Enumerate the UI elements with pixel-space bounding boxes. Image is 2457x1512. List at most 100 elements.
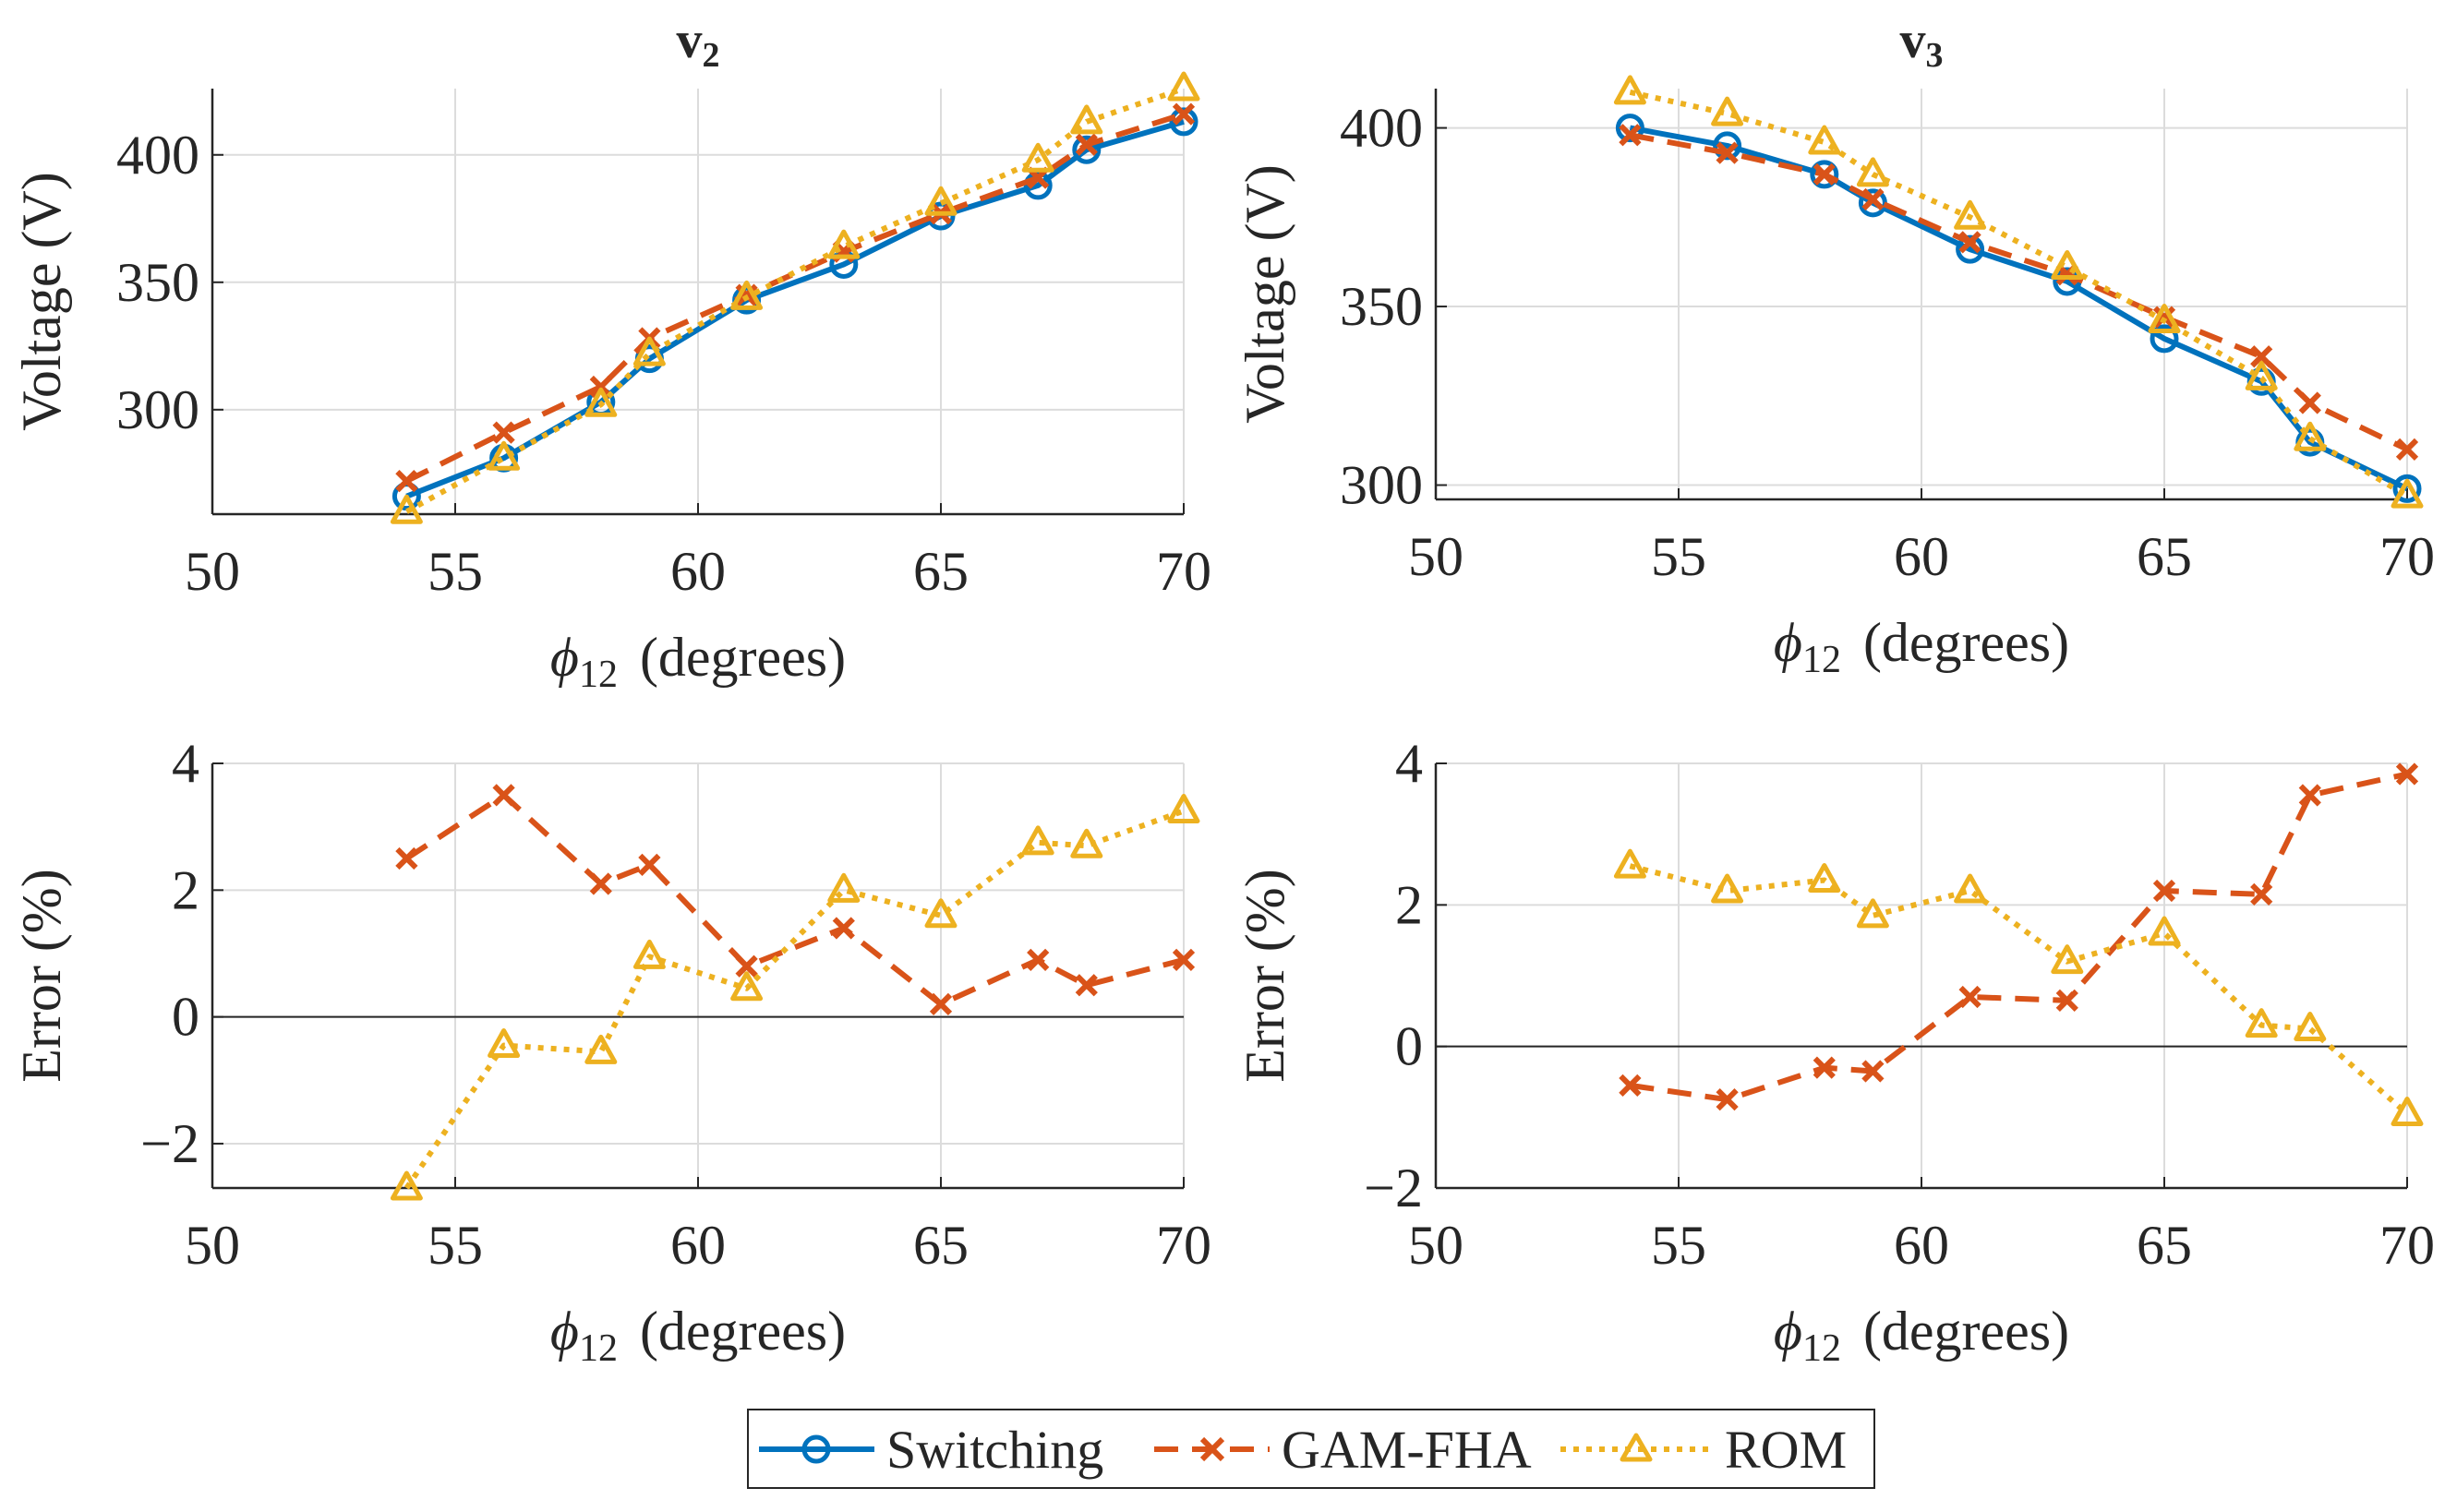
data-point-gam-fha xyxy=(1075,974,1098,997)
series-line-rom xyxy=(403,808,1186,1190)
x-tick-label: 70 xyxy=(2379,526,2435,587)
y-tick-label: 400 xyxy=(1340,98,1423,159)
x-axis-label-symbol: ϕ xyxy=(1774,1301,1802,1362)
data-point-gam-fha xyxy=(395,469,418,493)
data-point-switching xyxy=(1072,135,1102,164)
x-axis-label-symbol: ϕ xyxy=(550,627,579,688)
series-rom xyxy=(1613,75,2424,509)
chart-title: v2 xyxy=(677,12,720,75)
data-point-rom xyxy=(827,229,861,259)
x-axis-label-text: (degrees) xyxy=(640,1301,846,1362)
data-point-gam-fha xyxy=(1619,124,1642,147)
x-axis-label: ϕ12 (degrees) xyxy=(550,1301,846,1370)
series-gam-fha xyxy=(1619,762,2419,1111)
data-point-gam-fha xyxy=(832,917,855,940)
data-point-gam-fha xyxy=(2250,345,2273,368)
data-point-gam-fha xyxy=(1861,187,1885,211)
series-line-rom xyxy=(1629,89,2409,498)
x-axis-label: ϕ12 (degrees) xyxy=(550,627,846,696)
data-point-rom xyxy=(1954,199,1987,230)
data-point-rom xyxy=(632,336,666,366)
series-rom xyxy=(390,793,1200,1201)
data-point-gam-fha xyxy=(929,992,953,1016)
y-axis-label: Voltage (V) xyxy=(1235,164,1295,424)
data-point-rom xyxy=(1808,125,1841,155)
data-point-gam-fha xyxy=(1958,985,1981,1009)
data-point-rom xyxy=(1167,793,1200,823)
legend-entry-switching: Switching xyxy=(759,1420,1103,1480)
data-point-rom xyxy=(390,494,423,524)
data-point-rom xyxy=(924,898,958,929)
data-point-rom xyxy=(2294,421,2327,451)
data-point-rom xyxy=(1613,848,1646,879)
series-line-rom xyxy=(1629,863,2409,1116)
y-tick-label: 350 xyxy=(116,252,199,313)
series-line-gam-fha xyxy=(404,792,1185,1007)
series-line-gam-fha xyxy=(1629,771,2408,1103)
series-rom xyxy=(390,71,1200,524)
data-point-gam-fha xyxy=(2152,306,2176,329)
x-tick-label: 65 xyxy=(2137,1215,2192,1276)
x-tick-label: 60 xyxy=(670,1215,726,1276)
series-gam-fha xyxy=(395,784,1196,1016)
x-tick-label: 70 xyxy=(1156,1215,1211,1276)
data-point-gam-fha xyxy=(2298,391,2321,414)
data-point-rom xyxy=(1856,898,1889,929)
chart-title-subscript: 2 xyxy=(703,36,720,75)
data-point-gam-fha xyxy=(1813,1056,1836,1079)
legend-marker-rom xyxy=(1620,1433,1653,1462)
data-point-gam-fha xyxy=(1813,162,1836,186)
plot-v2-error: 50 55 60 65 70 −2 0 2 4 Error (%) ϕ12 (degrees) xyxy=(11,733,1211,1370)
x-tick-label: 65 xyxy=(2137,526,2192,587)
chart-title-subscript: 3 xyxy=(1926,36,1944,75)
data-point-rom xyxy=(2148,916,2181,946)
x-tick-label: 55 xyxy=(1651,1215,1706,1276)
x-tick-label: 50 xyxy=(1408,1215,1463,1276)
data-point-switching xyxy=(1615,114,1644,143)
x-tick-label: 60 xyxy=(1894,526,1949,587)
data-point-gam-fha xyxy=(1716,141,1739,164)
data-point-rom xyxy=(924,186,958,216)
data-point-rom xyxy=(1856,157,1889,187)
x-axis-label: ϕ12 (degrees) xyxy=(1774,612,2069,681)
data-point-rom xyxy=(2294,1012,2327,1041)
data-point-gam-fha xyxy=(2055,989,2078,1012)
data-point-rom xyxy=(632,939,666,969)
x-tick-label: 60 xyxy=(1894,1215,1949,1276)
data-point-rom xyxy=(584,1034,618,1064)
x-tick-label: 70 xyxy=(1156,541,1211,602)
data-point-gam-fha xyxy=(589,375,612,399)
data-point-gam-fha xyxy=(2152,879,2176,903)
data-point-rom xyxy=(2391,478,2424,509)
data-point-rom xyxy=(2148,304,2181,334)
data-point-gam-fha xyxy=(1958,231,1981,254)
data-point-rom xyxy=(1070,104,1103,135)
y-tick-label: 300 xyxy=(116,379,199,440)
legend-entry-rom: ROM xyxy=(1560,1420,1847,1480)
data-point-rom xyxy=(1711,873,1744,904)
data-point-gam-fha xyxy=(1172,948,1196,971)
y-tick-label: 2 xyxy=(172,859,199,920)
x-axis-label-text: (degrees) xyxy=(640,627,846,688)
data-point-switching xyxy=(2392,474,2422,503)
data-point-gam-fha xyxy=(395,846,418,870)
data-point-gam-fha xyxy=(2298,784,2321,807)
data-point-rom xyxy=(1167,71,1200,102)
y-tick-label: 350 xyxy=(1340,276,1423,337)
legend: Switching GAM-FHA ROM xyxy=(747,1409,1875,1489)
legend-label-switching: Switching xyxy=(886,1420,1103,1480)
legend-box xyxy=(747,1409,1875,1489)
data-point-rom xyxy=(1021,825,1054,856)
data-point-rom xyxy=(827,872,861,903)
series-line-switching xyxy=(405,119,1185,499)
data-point-rom xyxy=(1808,863,1841,893)
x-axis-label-text: (degrees) xyxy=(1863,1301,2069,1362)
data-point-rom xyxy=(730,971,764,1002)
series-gam-fha xyxy=(395,102,1196,493)
x-tick-label: 65 xyxy=(913,541,969,602)
series-gam-fha xyxy=(1619,124,2419,461)
x-tick-label: 55 xyxy=(428,541,483,602)
y-tick-label: 0 xyxy=(1395,1016,1423,1077)
data-point-rom xyxy=(2391,1097,2424,1126)
